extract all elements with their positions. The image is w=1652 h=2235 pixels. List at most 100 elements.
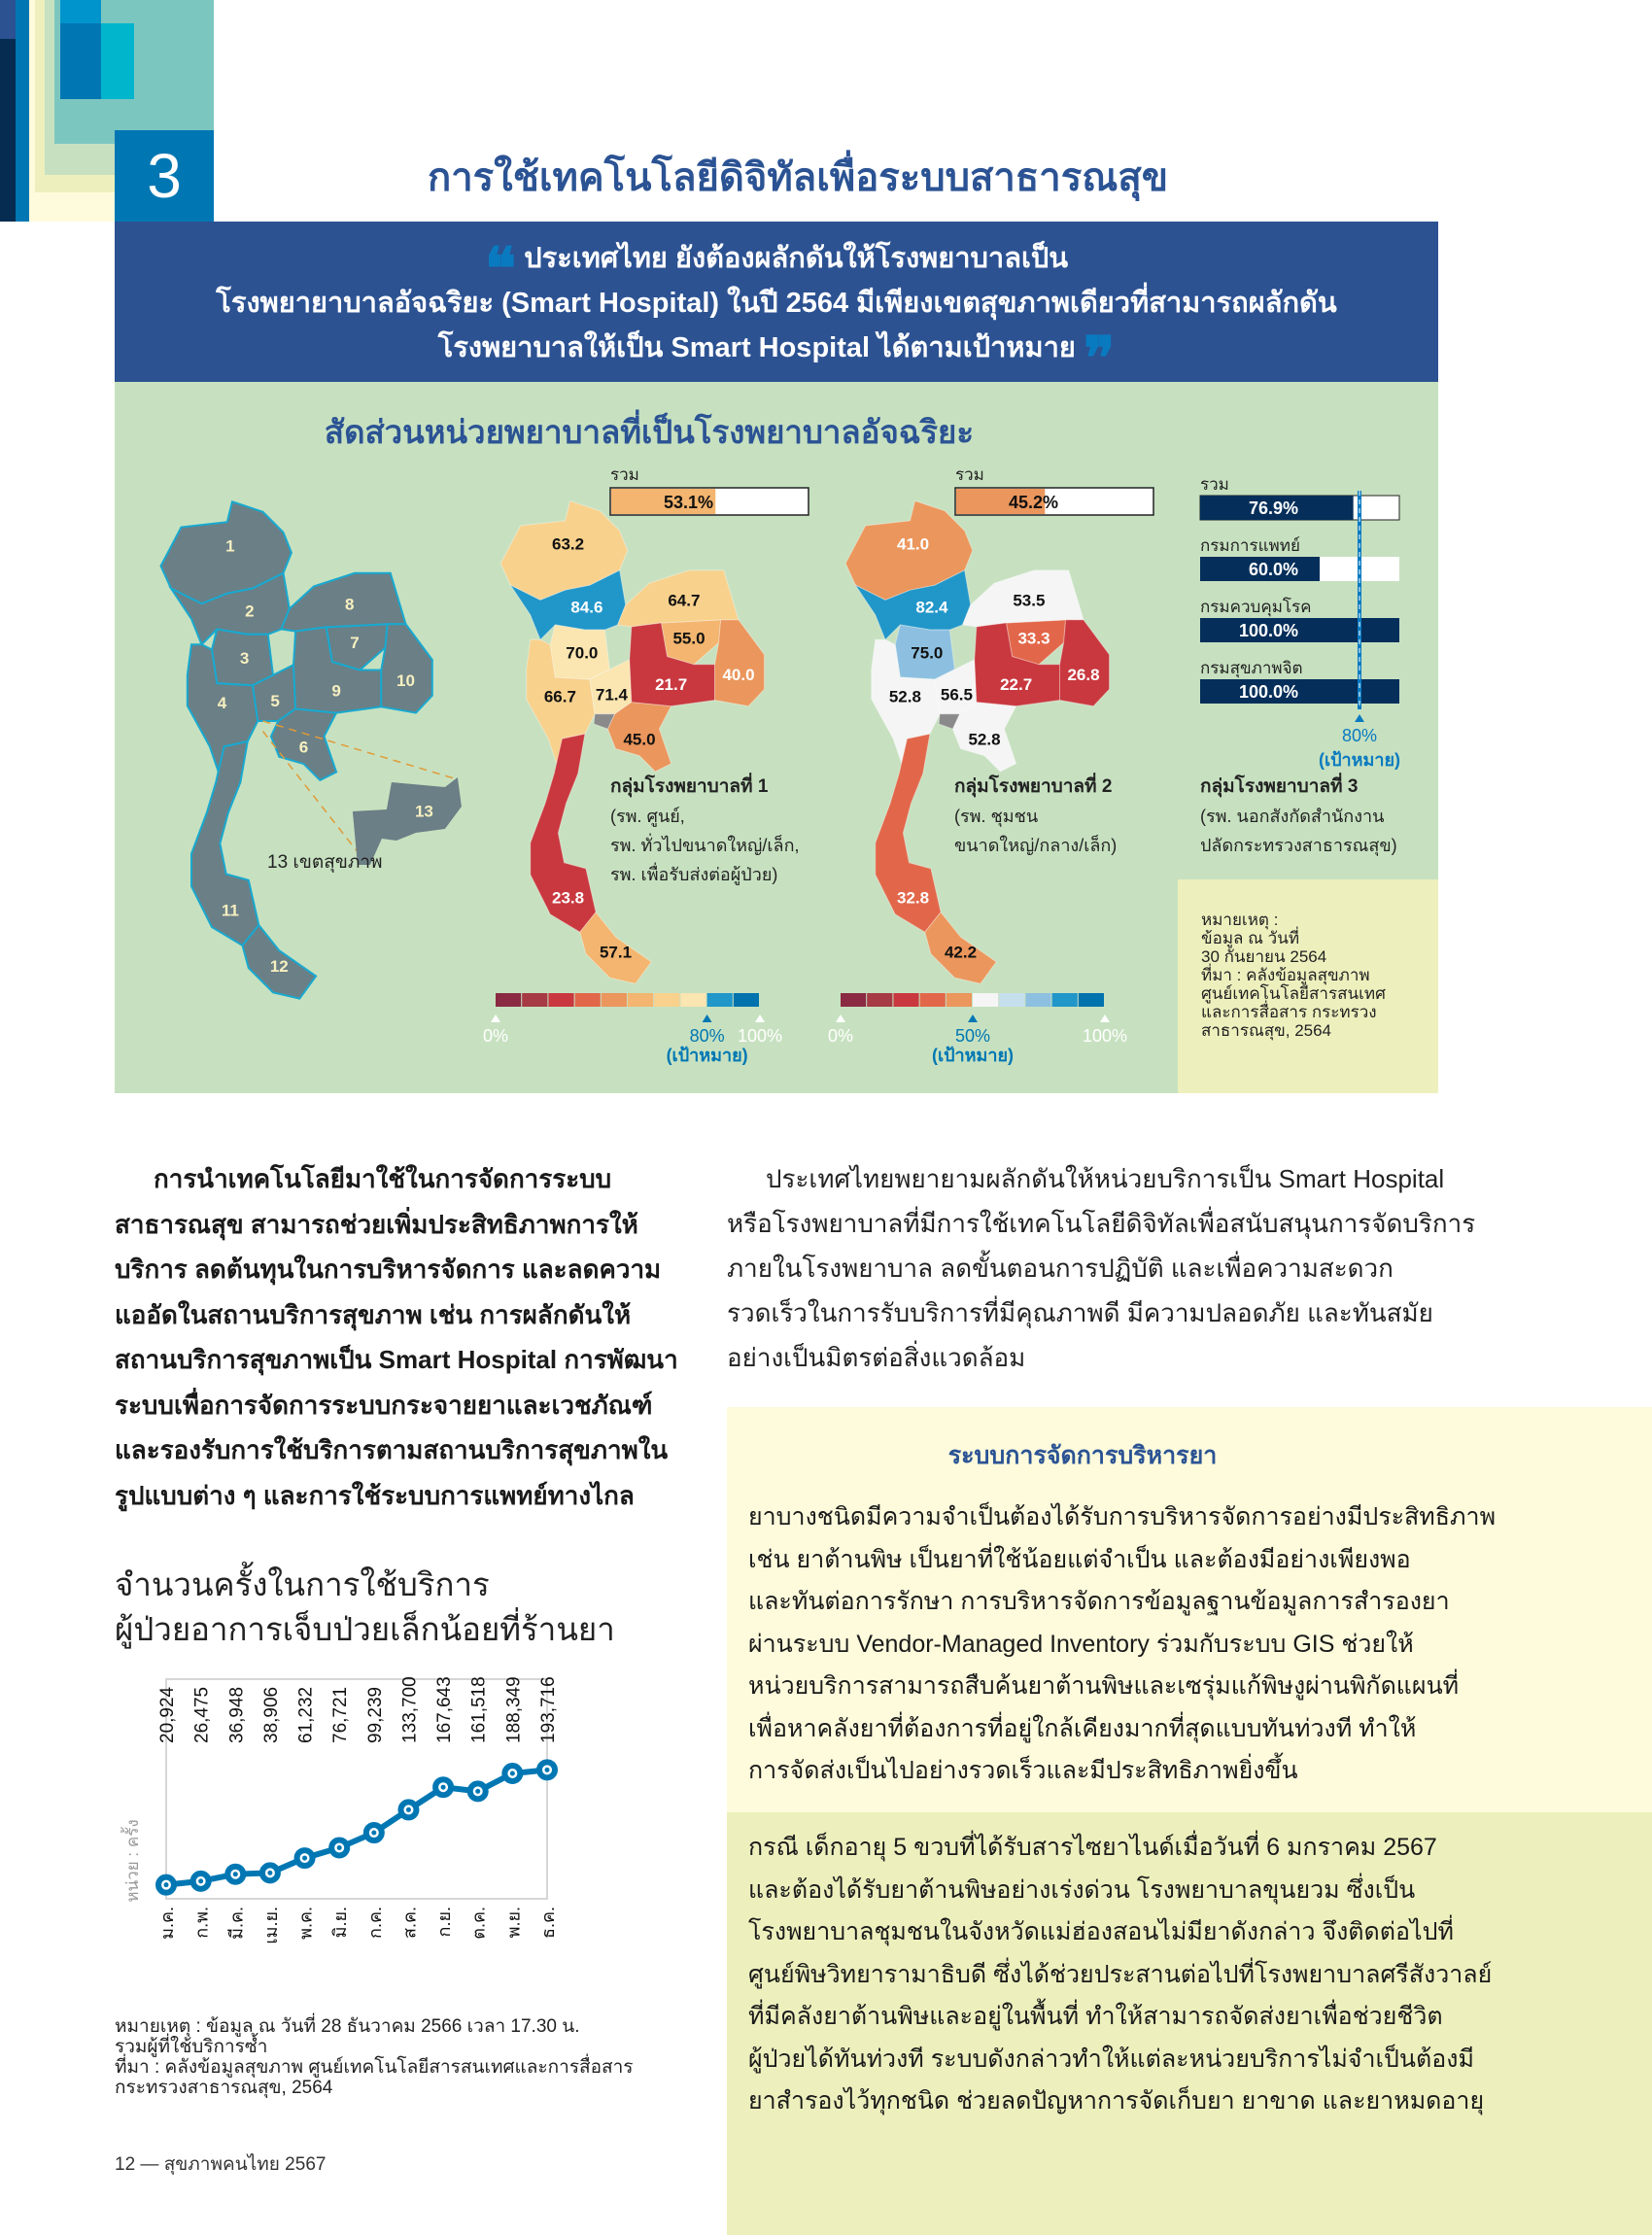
region-10-fill [1059, 619, 1111, 707]
bar-label: กรมควบคุมโรค [1200, 597, 1312, 617]
region-value-label: 33.3 [1017, 629, 1050, 647]
group-3-label: กลุ่มโรงพยาบาลที่ 3 (รพ. นอกสังกัดสำนักง… [1200, 773, 1397, 860]
paragraph-line: การจัดส่งเป็นไปอย่างรวดเร็วและมีประสิทธิ… [748, 1757, 1298, 1784]
region-value-label: 40.0 [722, 666, 754, 684]
legend-swatch [973, 993, 999, 1007]
paragraph-line: การนำเทคโนโลยีมาใช้ในการจัดการระบบ [154, 1164, 612, 1193]
bar-fill [1200, 618, 1399, 642]
region-number-label: 5 [270, 692, 279, 710]
paragraph-line: ภายในโรงพยาบาล ลดขั้นตอนการปฏิบัติ และเพ… [727, 1254, 1394, 1283]
x-tick-label: ก.พ. [192, 1907, 212, 1939]
x-tick-label: ก.ค. [365, 1907, 385, 1939]
data-point-center [267, 1870, 273, 1875]
region-number-label: 7 [350, 634, 359, 652]
data-point-center [440, 1784, 446, 1790]
data-point-center [336, 1844, 342, 1850]
region-value-label: 45.0 [623, 730, 655, 748]
legend-max-label: 100% [738, 1026, 782, 1046]
note-line: ที่มา : คลังข้อมูลสุขภาพ [1201, 966, 1370, 984]
group-desc: ขนาดใหญ่/กลาง/เล็ก) [954, 836, 1118, 855]
paragraph-line: กรณี เด็กอายุ 5 ขวบที่ได้รับสารไซยาไนด์เ… [748, 1834, 1437, 1861]
legend-swatch [867, 993, 893, 1007]
legend-swatch [548, 993, 574, 1007]
region-value-label: 56.5 [941, 685, 973, 704]
paragraph-line: บริการ ลดต้นทุนในการบริหารจัดการ และลดคว… [115, 1255, 662, 1284]
x-tick-label: ม.ค. [157, 1907, 177, 1940]
legend-swatch [601, 993, 627, 1007]
region-12 [241, 923, 318, 1000]
paragraph-line: และรองรับการใช้บริการตามสถานบริการสุขภาพ… [115, 1435, 669, 1464]
group-desc: (รพ. ศูนย์, [610, 807, 685, 826]
paragraph-line: แออัดในสถานบริการสุขภาพ เช่น การผลักดันใ… [115, 1299, 632, 1329]
bar-fill [1200, 496, 1354, 520]
legend-swatch [1078, 993, 1104, 1007]
paragraph-line: ยาบางชนิดมีความจำเป็นต้องได้รับการบริหาร… [748, 1503, 1497, 1530]
region-number-label: 6 [299, 738, 308, 756]
legend-marker-icon [968, 1014, 978, 1022]
intro-paragraph-bold: การนำเทคโนโลยีมาใช้ในการจัดการระบบสาธารณ… [115, 1156, 678, 1518]
x-tick-label: มี.ค. [226, 1907, 246, 1940]
paragraph-line: หน่วยบริการสามารถสืบค้นยาต้านพิษและเซรุ่… [748, 1672, 1460, 1700]
x-tick-label: พ.ย. [503, 1907, 523, 1938]
legend-marker-icon [491, 1014, 500, 1022]
paragraph-line: และทันต่อการรักษา การบริหารจัดการข้อมูลฐ… [748, 1588, 1450, 1615]
region-12-fill [579, 911, 652, 984]
x-tick-label: ธ.ค. [538, 1907, 558, 1939]
bar-label: กรมการแพทย์ [1200, 536, 1300, 555]
bar-label: รวม [1200, 475, 1229, 494]
region-number-label: 13 [415, 802, 433, 820]
close-quote-icon: ❞ [1083, 325, 1116, 393]
note-line: หมายเหตุ : [1201, 911, 1279, 929]
region-value-label: 22.7 [1000, 675, 1032, 694]
data-label: 99,239 [365, 1687, 386, 1743]
bar-value: 60.0% [1249, 560, 1298, 579]
bar-value: 100.0% [1239, 621, 1298, 640]
region-8 [279, 571, 407, 633]
legend-max-label: 100% [1083, 1026, 1127, 1046]
data-point-center [405, 1806, 411, 1812]
legend-swatch [706, 993, 733, 1007]
data-label: 161,518 [469, 1676, 490, 1743]
region-number-label: 4 [218, 694, 227, 712]
series-line [165, 1767, 548, 1888]
data-label: 36,948 [226, 1687, 247, 1743]
region-number-label: 2 [245, 602, 254, 621]
note-line: กระทรวงสาธารณสุข, 2564 [115, 2078, 333, 2098]
inset-guide [262, 720, 458, 780]
data-point-center [475, 1788, 481, 1794]
legend-min-label: 0% [483, 1026, 508, 1046]
paragraph-line: รวดเร็วในการรับบริการที่มีคุณภาพดี มีควา… [727, 1298, 1433, 1327]
note-line: สาธารณสุข, 2564 [1201, 1021, 1332, 1040]
drug-management-title: ระบบการจัดการบริหารยา [947, 1442, 1218, 1469]
paragraph-line: อย่างเป็นมิตรต่อสิ่งแวดล้อม [727, 1343, 1026, 1372]
x-tick-label: เม.ย. [261, 1907, 281, 1944]
region-value-label: 64.7 [668, 592, 700, 610]
group-desc: รพ. ทั่วไปขนาดใหญ่/เล็ก, [610, 836, 800, 855]
legend-target-note: (เป้าหมาย) [667, 1046, 748, 1065]
bar-fill [1200, 557, 1320, 581]
paragraph-line: สาธารณสุข สามารถช่วยเพิ่มประสิทธิภาพการใ… [115, 1209, 638, 1239]
paragraph-line: โรงพยาบาลชุมชนในจังหวัดแม่ฮ่องสอนไม่มียา… [748, 1918, 1454, 1945]
legend-swatch [893, 993, 919, 1007]
data-label: 26,475 [192, 1687, 213, 1743]
data-label: 61,232 [296, 1687, 317, 1743]
data-label: 20,924 [157, 1686, 178, 1743]
line-chart: 20,924 ม.ค. 26,475 ก.พ. 36,948 มี.ค. 38,906 เม.… [120, 1676, 559, 1944]
paragraph-line: เช่น ยาต้านพิษ เป็นยาที่ใช้น้อยแต่จำเป็น… [748, 1545, 1411, 1573]
x-tick-label: พ.ค. [296, 1907, 316, 1940]
legend-swatch [919, 993, 946, 1007]
paragraph-line: ศูนย์พิษวิทยารามาธิบดี ซึ่งได้ช่วยประสาน… [748, 1960, 1493, 1988]
data-label: 133,700 [399, 1676, 420, 1743]
group-3-bars: รวม 76.9% กรมการแพทย์ 60.0% กรมควบคุมโรค 100.… [1199, 475, 1400, 770]
region-13-fill [593, 713, 616, 730]
region-value-label: 75.0 [911, 644, 943, 663]
note-line: ศูนย์เทคโนโลยีสารสนเทศ [1201, 984, 1386, 1003]
group-title: กลุ่มโรงพยาบาลที่ 1 [610, 776, 769, 797]
note-line: ข้อมูล ณ วันที่ [1201, 929, 1300, 947]
total-value: 53.1% [664, 493, 713, 512]
paragraph-line: และต้องได้รับยาต้านพิษอย่างเร่งด่วน โรงพ… [748, 1875, 1416, 1904]
inset-guide [261, 731, 368, 865]
quote-line: โรงพยาบาลให้เป็น Smart Hospital ได้ตามเป… [437, 332, 1076, 363]
chapter-number: 3 [115, 130, 214, 222]
